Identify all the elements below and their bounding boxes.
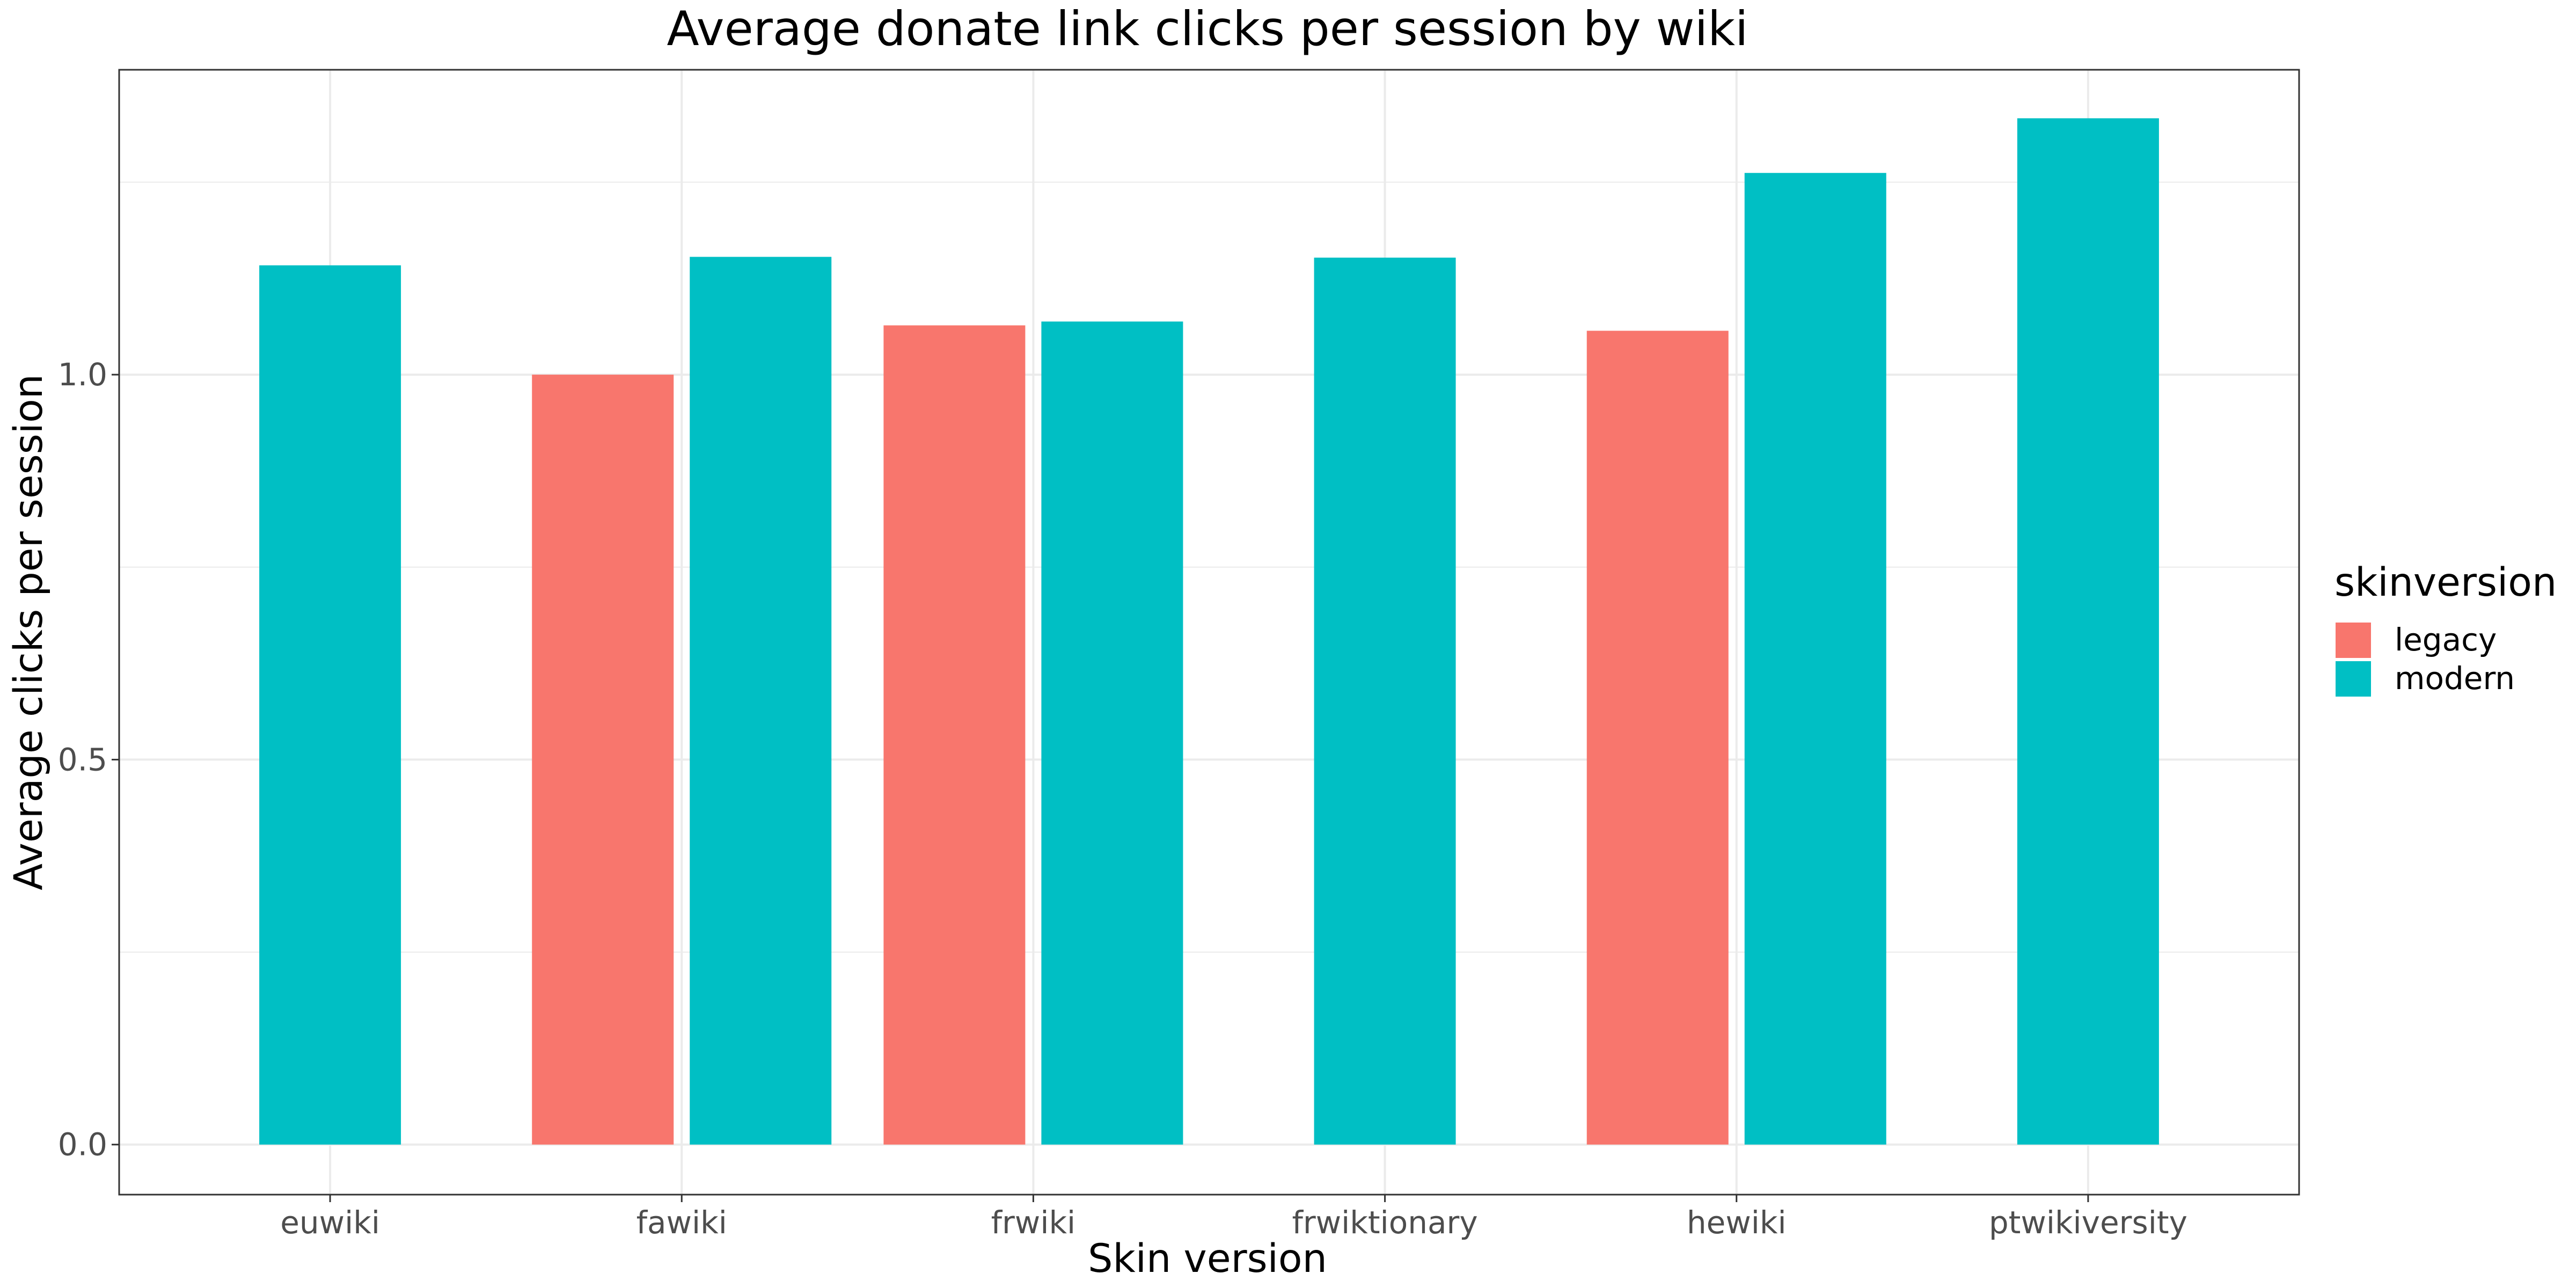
bar-legacy-hewiki	[1586, 331, 1729, 1145]
y-tick-label: 0.0	[58, 1126, 107, 1163]
bar-legacy-frwiki	[883, 325, 1026, 1145]
plot-background	[119, 70, 2299, 1195]
bar-modern-hewiki	[1744, 173, 1886, 1145]
bar-modern-fawiki	[690, 257, 832, 1145]
y-axis-title: Average clicks per session	[6, 374, 52, 890]
x-axis-title: Skin version	[1088, 1236, 1327, 1282]
chart-title: Average donate link clicks per session b…	[667, 1, 1748, 56]
x-tick-label: hewiki	[1687, 1204, 1787, 1241]
plot-border	[118, 69, 2300, 1196]
x-tick-label: euwiki	[280, 1204, 380, 1241]
x-tick-label: frwiki	[991, 1204, 1076, 1241]
y-tick-label: 1.0	[58, 356, 107, 393]
legend-label-modern: modern	[2395, 660, 2515, 697]
x-tick-label: ptwikiversity	[1989, 1204, 2187, 1241]
x-tick-label: fawiki	[636, 1204, 727, 1241]
plot-panel: 0.0 0.5 1.0 euwiki fawiki frwiki frwiktionary h…	[58, 69, 2300, 1241]
legend-title: skinversion	[2334, 560, 2557, 605]
bar-modern-euwiki	[259, 265, 401, 1145]
x-tick-label: frwiktionary	[1292, 1204, 1477, 1241]
bar-modern-ptwikiversity	[2017, 118, 2159, 1145]
bar-legacy-fawiki	[532, 375, 674, 1145]
legend-key-legacy	[2336, 623, 2371, 658]
legend-key-modern	[2336, 661, 2371, 697]
y-tick-label: 0.5	[58, 741, 107, 778]
bar-modern-frwiki	[1041, 321, 1183, 1145]
bar-modern-frwiktionary	[1314, 258, 1456, 1145]
legend-label-legacy: legacy	[2395, 621, 2497, 658]
